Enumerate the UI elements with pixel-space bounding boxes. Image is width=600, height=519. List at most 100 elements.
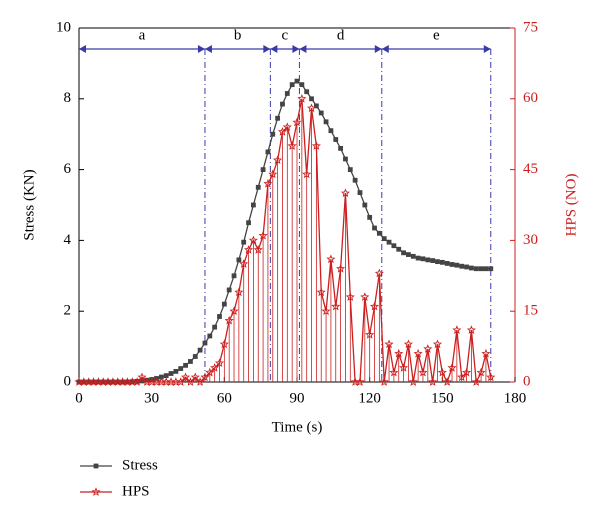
arrow-head: [483, 45, 491, 53]
point: [192, 354, 198, 359]
point: [338, 145, 343, 151]
y-axis-label: Stress (KN): [21, 169, 37, 240]
point: [381, 236, 387, 242]
point: [251, 202, 256, 208]
point: [462, 367, 472, 377]
legend-marker: [93, 463, 99, 469]
point: [207, 333, 213, 339]
point: [226, 287, 232, 293]
point: [343, 156, 348, 162]
point: [224, 315, 234, 325]
point: [394, 348, 404, 358]
x-axis-label: Time (s): [272, 419, 323, 435]
point: [181, 372, 191, 382]
point: [200, 372, 210, 382]
legend-marker: [91, 487, 101, 496]
point: [294, 78, 300, 84]
point: [476, 367, 486, 377]
y-tick-label: 2: [64, 303, 72, 319]
point: [163, 373, 169, 379]
point: [168, 371, 174, 376]
point: [299, 82, 305, 88]
arrow-head: [197, 45, 205, 53]
point: [287, 141, 297, 150]
arrow-head: [374, 45, 382, 53]
point: [260, 167, 266, 172]
point: [236, 257, 242, 263]
point: [229, 306, 239, 316]
point: [275, 115, 281, 121]
region-label: a: [139, 27, 146, 43]
point: [425, 257, 431, 263]
point: [205, 367, 215, 377]
x-tick-label: 0: [75, 390, 83, 406]
point: [415, 255, 421, 261]
point: [345, 292, 355, 301]
y2-tick-label: 30: [523, 232, 538, 248]
point: [444, 261, 450, 266]
point: [401, 250, 406, 256]
y2-tick-label: 45: [523, 161, 538, 177]
point: [357, 190, 363, 196]
legend-label: Stress: [122, 457, 158, 473]
region-label: d: [337, 27, 345, 43]
point: [347, 167, 353, 172]
point: [268, 169, 278, 179]
point: [132, 377, 142, 386]
point: [202, 340, 208, 346]
point: [447, 363, 457, 372]
point: [355, 377, 365, 386]
point: [178, 366, 184, 371]
point: [185, 377, 195, 386]
point: [403, 339, 413, 349]
point: [437, 367, 447, 377]
point: [282, 122, 292, 131]
x-tick-label: 90: [290, 390, 305, 406]
x-tick-label: 180: [504, 390, 527, 406]
point: [190, 372, 200, 382]
point: [328, 128, 334, 134]
point: [430, 258, 436, 263]
point: [234, 287, 244, 297]
point: [239, 259, 249, 268]
point: [331, 301, 341, 311]
point: [221, 301, 227, 307]
point: [258, 230, 268, 240]
point: [313, 103, 319, 109]
point: [246, 220, 251, 226]
legend-label: HPS: [122, 483, 150, 499]
point: [158, 374, 164, 380]
point: [306, 103, 317, 113]
point: [396, 246, 402, 252]
point: [449, 262, 455, 267]
point: [340, 188, 350, 198]
point: [439, 259, 445, 265]
point: [374, 268, 384, 278]
point: [435, 259, 440, 265]
point: [297, 94, 307, 103]
point: [316, 287, 326, 297]
point: [176, 377, 186, 386]
point: [244, 245, 254, 254]
y2-tick-label: 0: [523, 373, 531, 389]
point: [488, 266, 494, 272]
point: [217, 314, 222, 319]
point: [376, 230, 382, 236]
point: [406, 252, 411, 257]
point: [214, 358, 225, 367]
point: [197, 347, 203, 353]
point: [369, 301, 380, 311]
point: [263, 178, 273, 188]
point: [459, 263, 465, 269]
point: [352, 177, 358, 183]
point: [302, 169, 312, 179]
point: [365, 330, 375, 339]
point: [473, 266, 479, 272]
arrow-head: [270, 45, 278, 53]
point: [481, 348, 491, 358]
point: [372, 225, 377, 231]
arrow-head: [299, 45, 307, 53]
point: [413, 348, 423, 358]
arrow-head: [204, 45, 212, 53]
